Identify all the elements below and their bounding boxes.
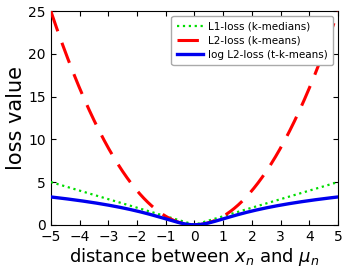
log L2-loss (t-k-means) (336, 195, 340, 199)
log L2-loss (t-k-means) (63, 197, 68, 200)
Y-axis label: loss value: loss value (6, 66, 25, 170)
L2-loss (k-means) (188, 223, 192, 226)
L1-loss (k-medians) (192, 223, 197, 226)
L2-loss (k-means) (49, 9, 53, 13)
L1-loss (k-medians) (328, 183, 332, 186)
L1-loss (k-medians) (181, 220, 185, 223)
log L2-loss (t-k-means) (275, 204, 279, 207)
log L2-loss (t-k-means) (192, 223, 197, 226)
L2-loss (k-means) (181, 222, 185, 225)
log L2-loss (t-k-means) (328, 196, 332, 199)
L1-loss (k-medians) (336, 180, 340, 184)
L1-loss (k-medians) (188, 222, 192, 225)
log L2-loss (t-k-means) (181, 222, 185, 225)
Line: log L2-loss (t-k-means): log L2-loss (t-k-means) (51, 197, 338, 225)
L2-loss (k-means) (328, 33, 332, 37)
L1-loss (k-medians) (49, 180, 53, 184)
Line: L1-loss (k-medians): L1-loss (k-medians) (51, 182, 338, 225)
Legend: L1-loss (k-medians), L2-loss (k-means), log L2-loss (t-k-means): L1-loss (k-medians), L2-loss (k-means), … (172, 16, 333, 65)
Line: L2-loss (k-means): L2-loss (k-means) (51, 11, 338, 225)
log L2-loss (t-k-means) (328, 196, 332, 199)
L2-loss (k-means) (63, 51, 68, 54)
L2-loss (k-means) (336, 9, 340, 13)
L2-loss (k-means) (275, 152, 279, 156)
X-axis label: distance between $x_n$ and $\mu_n$: distance between $x_n$ and $\mu_n$ (69, 246, 320, 269)
log L2-loss (t-k-means) (188, 223, 192, 226)
L1-loss (k-medians) (275, 199, 279, 202)
log L2-loss (t-k-means) (49, 195, 53, 199)
L2-loss (k-means) (328, 33, 332, 36)
L1-loss (k-medians) (63, 185, 68, 188)
L1-loss (k-medians) (328, 183, 332, 186)
L2-loss (k-means) (192, 223, 197, 226)
